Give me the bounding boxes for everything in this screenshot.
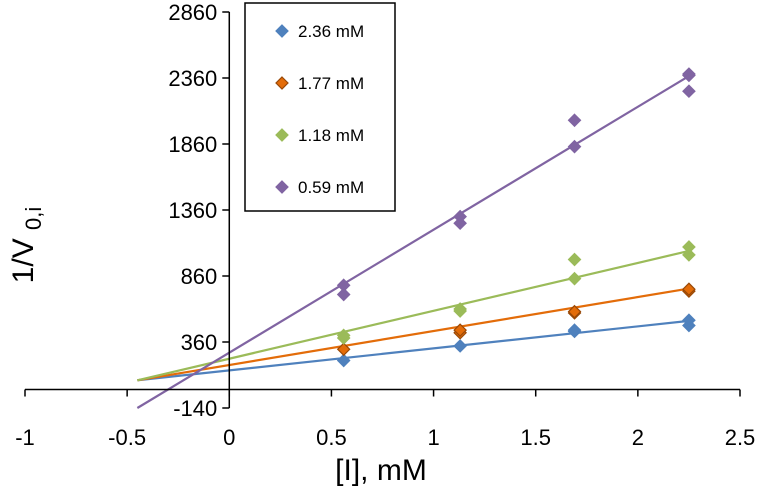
data-point-1-18-mm	[567, 252, 582, 267]
y-axis-title-subscript: 0,i	[21, 207, 46, 230]
data-point-0-59-mm	[567, 139, 582, 154]
x-tick-label: 0.5	[316, 425, 347, 450]
y-tick-label: 860	[181, 264, 218, 289]
legend-label-2-36-mm: 2.36 mM	[298, 22, 364, 41]
data-point-2-36-mm	[453, 339, 467, 353]
data-point-0-59-mm	[682, 67, 696, 81]
fit-line-1-77-mm	[137, 287, 690, 382]
data-point-0-59-mm	[336, 287, 351, 302]
y-tick-label: 1860	[168, 132, 217, 157]
data-point-1-18-mm	[682, 248, 696, 262]
fit-line-0-59-mm	[136, 75, 690, 409]
x-tick-label: 2	[632, 425, 644, 450]
data-point-0-59-mm	[453, 209, 467, 224]
data-point-0-59-mm	[336, 278, 351, 293]
data-point-1-77-mm	[567, 304, 582, 319]
data-point-2-36-mm	[567, 323, 582, 337]
axes-layer	[24, 11, 741, 409]
legend-marker-2-36-mm	[275, 24, 289, 38]
y-tick-label: 1360	[168, 198, 217, 223]
data-point-1-18-mm	[567, 271, 582, 286]
x-tick-label: -0.5	[108, 425, 146, 450]
data-point-1-77-mm	[682, 282, 696, 297]
tick-labels-layer: -1 -0.5 0 0.5 1 1.5 2 2.5 -140 360 860 1360 1860 2360…	[15, 0, 755, 450]
data-point-2-36-mm	[682, 313, 696, 328]
x-axis-title: [I], mM	[335, 454, 427, 487]
x-tick-label: 1.5	[520, 425, 551, 450]
data-point-1-18-mm	[336, 328, 351, 343]
x-tick-label: -1	[15, 425, 35, 450]
data-point-1-18-mm	[682, 240, 696, 254]
legend-label-1-18-mm: 1.18 mM	[298, 126, 364, 145]
data-point-0-59-mm	[567, 113, 582, 128]
data-point-1-77-mm	[336, 342, 351, 357]
data-point-2-36-mm	[336, 353, 351, 368]
fit-lines-layer	[136, 75, 690, 409]
y-tick-label: -140	[173, 396, 217, 421]
legend-marker-1-77-mm	[275, 76, 289, 90]
x-tick-label: 0	[223, 425, 235, 450]
y-tick-label: 2860	[168, 0, 217, 25]
x-tick-label: 2.5	[725, 425, 756, 450]
legend-marker-0-59-mm	[275, 180, 289, 194]
legend: 2.36 mM 1.77 mM 1.18 mM 0.59 mM	[244, 2, 396, 212]
y-tick-label: 2360	[168, 66, 217, 91]
y-tick-label: 360	[181, 330, 218, 355]
legend-marker-1-18-mm	[275, 128, 289, 142]
legend-label-0-59-mm: 0.59 mM	[298, 178, 364, 197]
y-axis-title: 1/V 0,i	[7, 207, 46, 284]
y-axis-title-main: 1/V	[7, 238, 40, 283]
data-point-1-18-mm	[453, 302, 467, 316]
points-layer	[336, 67, 696, 368]
x-tick-label: 1	[427, 425, 439, 450]
data-point-1-77-mm	[453, 323, 467, 337]
legend-box	[244, 2, 396, 212]
legend-entries: 2.36 mM 1.77 mM 1.18 mM 0.59 mM	[275, 22, 364, 197]
fit-line-1-18-mm	[137, 249, 690, 382]
fit-line-2-36-mm	[137, 319, 690, 382]
legend-label-1-77-mm: 1.77 mM	[298, 74, 364, 93]
data-point-0-59-mm	[682, 84, 696, 99]
